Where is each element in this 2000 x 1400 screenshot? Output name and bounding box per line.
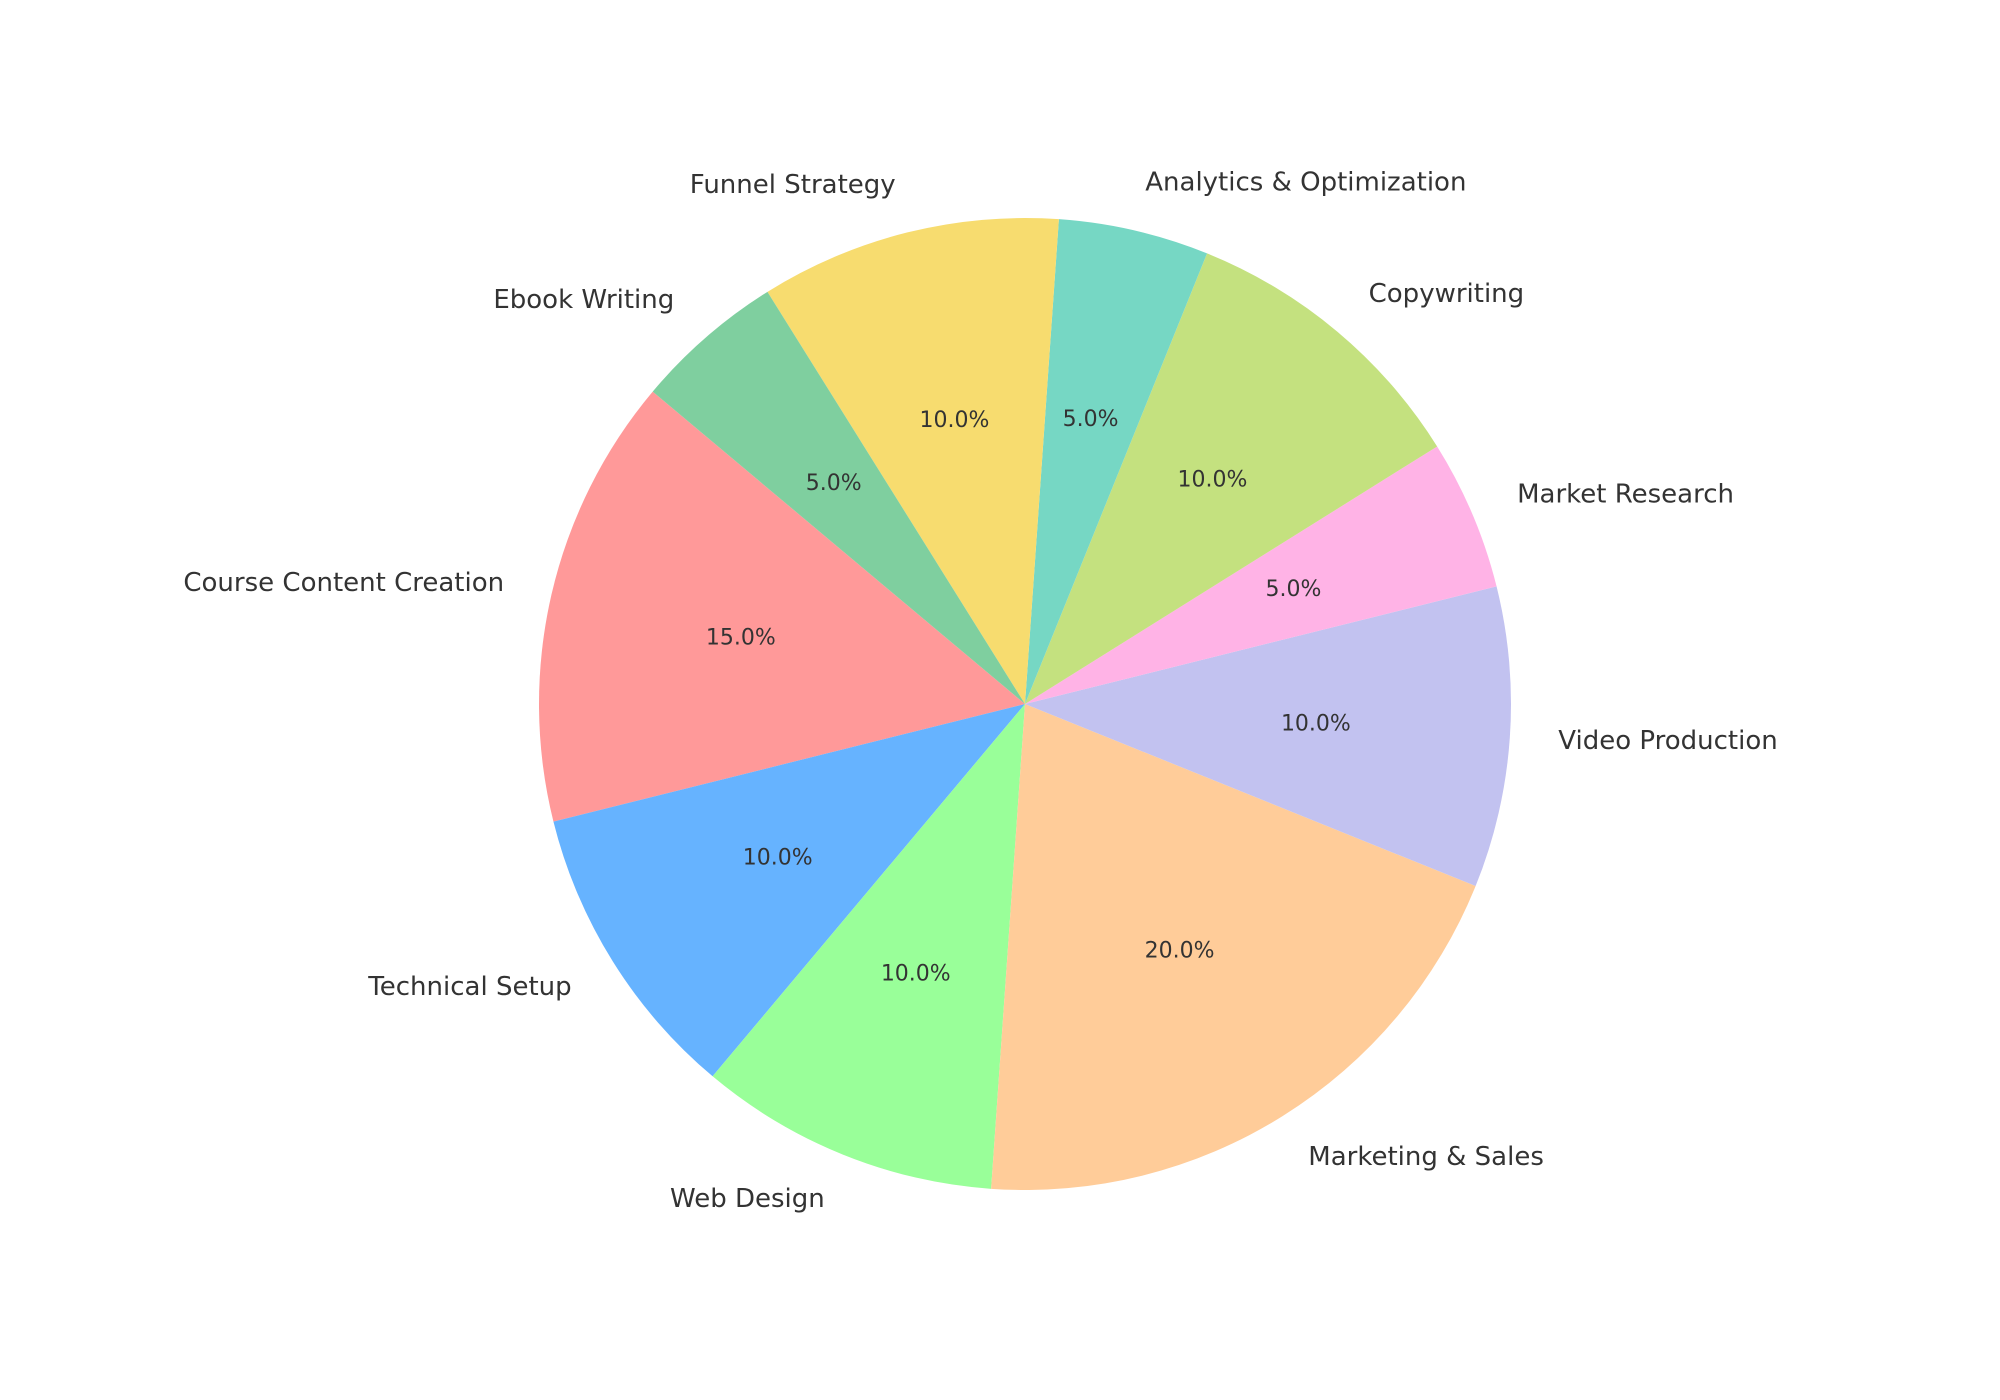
slice-label: Copywriting [1369,279,1525,309]
pie-slice [553,704,1025,1077]
value-label: 5.0% [1265,577,1321,602]
pie-slice [1025,253,1438,704]
slice-label: Web Design [670,1184,825,1214]
pie-slice [991,704,1476,1191]
slice-label: Market Research [1517,480,1734,510]
value-label: 10.0% [1177,468,1247,493]
value-label: 15.0% [706,625,776,650]
slice-label: Marketing & Sales [1308,1142,1544,1172]
slice-label: Video Production [1558,726,1777,756]
pie-slice [1025,219,1208,704]
pie-slice [767,218,1059,704]
value-label: 5.0% [1063,407,1119,432]
value-label: 10.0% [743,846,813,871]
value-label: 10.0% [1281,711,1351,736]
pie-slice [1025,586,1511,887]
value-label: 10.0% [920,408,990,433]
pie-slice [1025,446,1497,704]
slice-label: Analytics & Optimization [1145,168,1466,198]
value-label: 5.0% [806,471,862,496]
value-label: 10.0% [881,961,951,986]
pie-slice [539,391,1025,822]
pie-slice [712,704,1025,1189]
slice-label: Technical Setup [367,972,571,1002]
slice-label: Course Content Creation [183,568,504,598]
slice-label: Ebook Writing [493,285,674,315]
slice-label: Funnel Strategy [690,170,896,200]
pie-slice [652,291,1025,704]
value-label: 20.0% [1145,938,1215,963]
